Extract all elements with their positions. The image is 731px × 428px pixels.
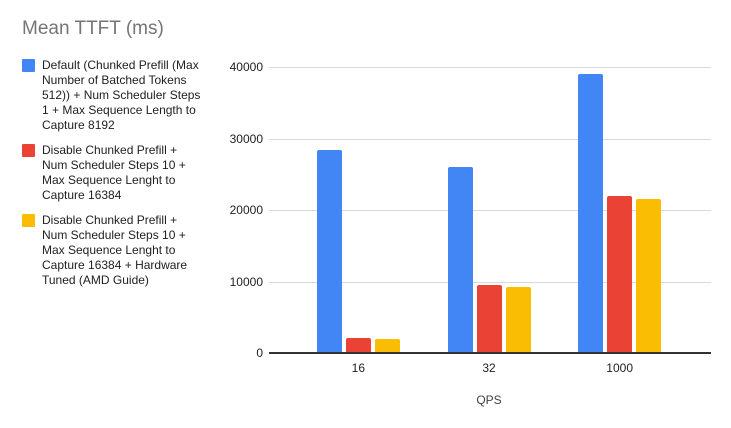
bar-group [424,67,555,353]
gridline [269,138,711,140]
y-axis-label: 20000 [229,203,263,217]
chart-legend: Default (Chunked Prefill (Max Number of … [22,58,212,288]
legend-label: Disable Chunked Prefill + Num Scheduler … [42,213,188,287]
y-axis-labels: 0 10000 20000 30000 40000 [0,60,263,360]
bar[interactable] [578,74,604,353]
y-axis-label: 40000 [229,60,263,74]
legend-item[interactable]: Disable Chunked Prefill + Num Scheduler … [22,143,212,203]
bar[interactable] [607,196,633,353]
bar-group [554,67,685,353]
x-axis-label: 1000 [606,361,634,375]
gridline [269,281,711,283]
legend-label: Disable Chunked Prefill + Num Scheduler … [42,143,186,202]
bar[interactable] [476,285,502,353]
bars-strip [293,67,685,353]
plot-area [269,67,711,354]
x-axis-label: 32 [482,361,496,375]
bar[interactable] [345,338,371,353]
bar[interactable] [374,338,400,353]
x-axis-line [269,352,711,354]
bar[interactable] [316,149,342,353]
bar[interactable] [447,167,473,353]
bar-group [293,67,424,353]
x-axis-label: 16 [351,361,366,375]
chart-title: Mean TTFT (ms) [22,18,164,39]
legend-item[interactable]: Disable Chunked Prefill + Num Scheduler … [22,213,212,288]
gridline [269,210,711,211]
bar[interactable] [505,286,531,353]
y-axis-label: 10000 [229,274,263,289]
y-axis-label: 0 [256,346,263,360]
legend-item[interactable]: Default (Chunked Prefill (Max Number of … [22,58,212,133]
legend-label: Default (Chunked Prefill (Max Number of … [42,58,201,132]
gridline [269,67,711,68]
x-axis-labels: 16 32 1000 [269,361,711,377]
legend-swatch-icon [22,214,35,227]
y-axis-label: 30000 [229,131,263,146]
legend-swatch-icon [22,59,35,72]
bar[interactable] [636,199,662,353]
x-axis-title: QPS [476,393,502,407]
legend-swatch-icon [22,144,35,157]
